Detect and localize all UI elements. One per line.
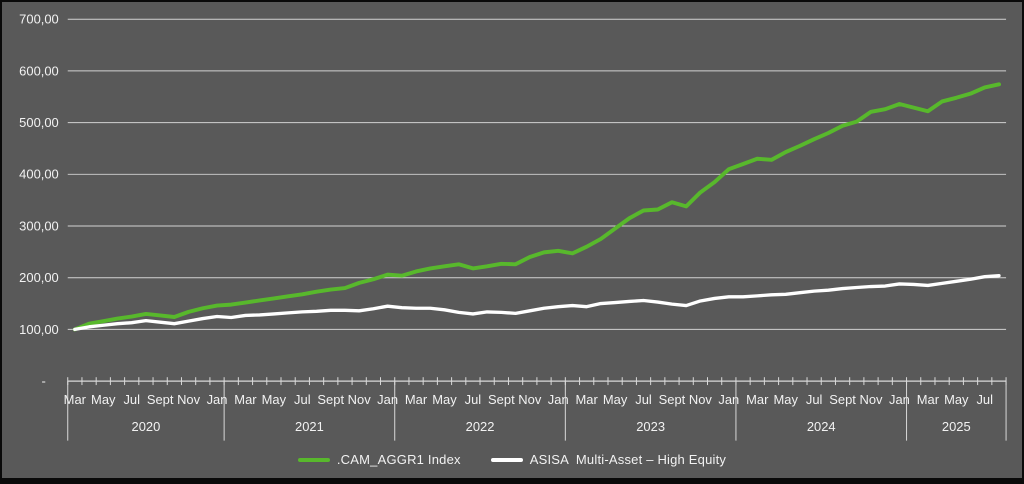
legend-label-cam-aggr1: .CAM_AGGR1 Index <box>336 452 461 467</box>
x-axis-year-label-2025: 2025 <box>942 419 971 434</box>
y-axis-label-100: 100,00 <box>19 322 59 337</box>
x-axis-month-label: May <box>91 392 116 407</box>
x-axis-month-label: May <box>944 392 969 407</box>
x-axis-month-label: Jan <box>718 392 739 407</box>
x-axis-year-label-2023: 2023 <box>636 419 665 434</box>
y-axis-label-200: 200,00 <box>19 270 59 285</box>
y-axis-label-0: - <box>42 374 46 389</box>
x-axis-month-label: Mar <box>405 392 428 407</box>
y-axis-label-400: 400,00 <box>19 167 59 182</box>
x-axis-month-label: May <box>262 392 287 407</box>
x-axis-year-label-2022: 2022 <box>466 419 495 434</box>
x-axis-year-label-2020: 2020 <box>132 419 161 434</box>
line-chart-plot: 700,00 600,00 500,00 400,00 300,00 200,00 100,… <box>19 12 1007 441</box>
x-axis-month-label: Jan <box>889 392 910 407</box>
x-axis-month-label: Nov <box>689 392 713 407</box>
x-axis-month-label: Jan <box>207 392 228 407</box>
legend-label-asisa: ASISA Multi-Asset – High Equity <box>529 452 727 467</box>
series-line-cam-aggr1 <box>72 82 1001 332</box>
x-axis-month-label: Nov <box>177 392 201 407</box>
x-axis-month-label: May <box>773 392 798 407</box>
y-axis-label-700: 700,00 <box>19 12 59 27</box>
x-axis-month-label: Mar <box>64 392 87 407</box>
legend-line-sample-green <box>297 457 330 462</box>
legend-item-asisa: ASISA Multi-Asset – High Equity <box>490 452 727 467</box>
x-axis-month-label: Jul <box>294 392 311 407</box>
legend-line-sample-white <box>490 457 523 462</box>
x-axis-month-label: May <box>603 392 628 407</box>
x-axis-month-label: Nov <box>859 392 883 407</box>
x-axis-month-label: May <box>432 392 457 407</box>
x-axis-year-label-2021: 2021 <box>295 419 324 434</box>
x-axis-month-label: Sept <box>488 392 515 407</box>
y-axis-label-500: 500,00 <box>19 115 59 130</box>
x-axis-month-label: Sept <box>147 392 174 407</box>
x-axis-month-label: Sept <box>317 392 344 407</box>
y-axis-label-600: 600,00 <box>19 63 59 78</box>
x-axis-month-label: Sept <box>659 392 686 407</box>
x-axis-month-label: Mar <box>746 392 769 407</box>
x-axis-month-label: Sept <box>829 392 856 407</box>
chart-legend: .CAM_AGGR1 Index ASISA Multi-Asset – Hig… <box>2 452 1022 467</box>
x-axis-month-label: Nov <box>348 392 372 407</box>
x-axis-month-label: Jul <box>123 392 140 407</box>
x-axis-month-label: Jan <box>377 392 398 407</box>
x-axis-month-label: Mar <box>576 392 599 407</box>
legend-item-cam-aggr1: .CAM_AGGR1 Index <box>297 452 461 467</box>
x-axis-month-label: Jul <box>465 392 482 407</box>
x-axis-month-label: Jul <box>635 392 652 407</box>
x-axis-year-label-2024: 2024 <box>807 419 836 434</box>
x-axis-month-label: Jul <box>806 392 823 407</box>
x-axis-month-label: Mar <box>234 392 257 407</box>
x-axis-month-label: Jul <box>976 392 993 407</box>
x-axis-month-label: Jan <box>548 392 569 407</box>
y-axis-label-300: 300,00 <box>19 219 59 234</box>
x-axis-month-label: Nov <box>518 392 542 407</box>
series-line-asisa <box>73 274 1001 332</box>
x-axis-month-label: Mar <box>917 392 940 407</box>
